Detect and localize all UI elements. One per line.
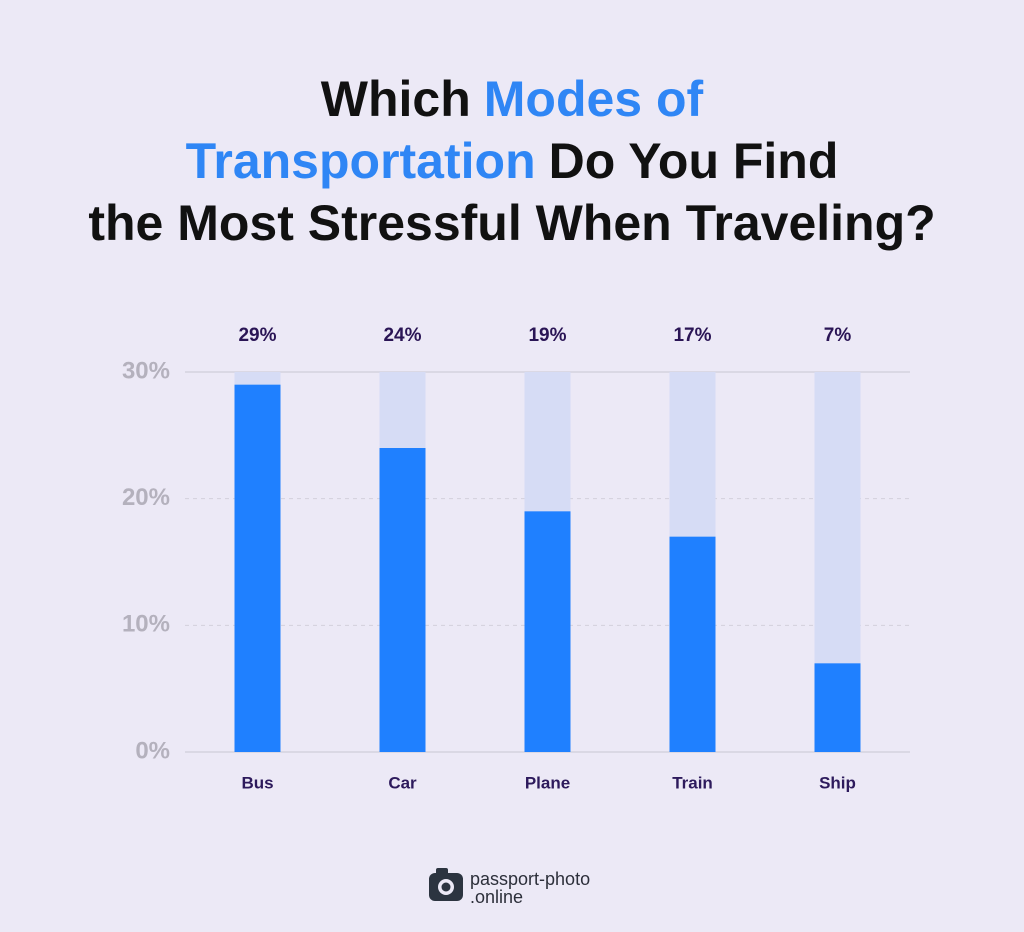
value-label: 19% [528,325,566,346]
logo-text: passport-photo [470,869,590,889]
chart-title-line: the Most Stressful When Traveling? [88,195,935,251]
value-label: 24% [383,325,421,346]
value-label: 29% [238,325,276,346]
x-tick-label: Bus [241,773,273,792]
chart-title-line: Which Modes of [321,71,704,127]
x-tick-label: Car [388,773,417,792]
bar [234,384,281,752]
bar [814,663,861,752]
bars [234,372,861,752]
chart-title-segment: Which [321,71,471,127]
y-tick-label: 30% [122,357,170,384]
x-tick-label: Ship [819,773,856,792]
chart-title-segment: the Most Stressful When Traveling? [88,195,935,251]
bar [669,536,716,752]
x-tick-label: Plane [525,773,570,792]
y-tick-label: 20% [122,484,170,511]
bar [524,511,571,752]
value-label: 7% [824,325,852,346]
value-label: 17% [673,325,711,346]
y-tick-label: 0% [135,737,170,764]
logo: passport-photo .online [429,868,590,907]
y-tick-label: 10% [122,611,170,638]
logo-lens-inner [441,882,451,892]
logo-text: .online [470,887,523,907]
chart-title-segment: Modes of [484,71,704,127]
bar [379,448,426,752]
chart-title-line: Transportation Do You Find [186,133,839,189]
chart-title-segment: Transportation [186,133,536,189]
logo-camera-top [436,868,448,875]
x-tick-label: Train [672,773,713,792]
chart-title-segment: Do You Find [549,133,839,189]
